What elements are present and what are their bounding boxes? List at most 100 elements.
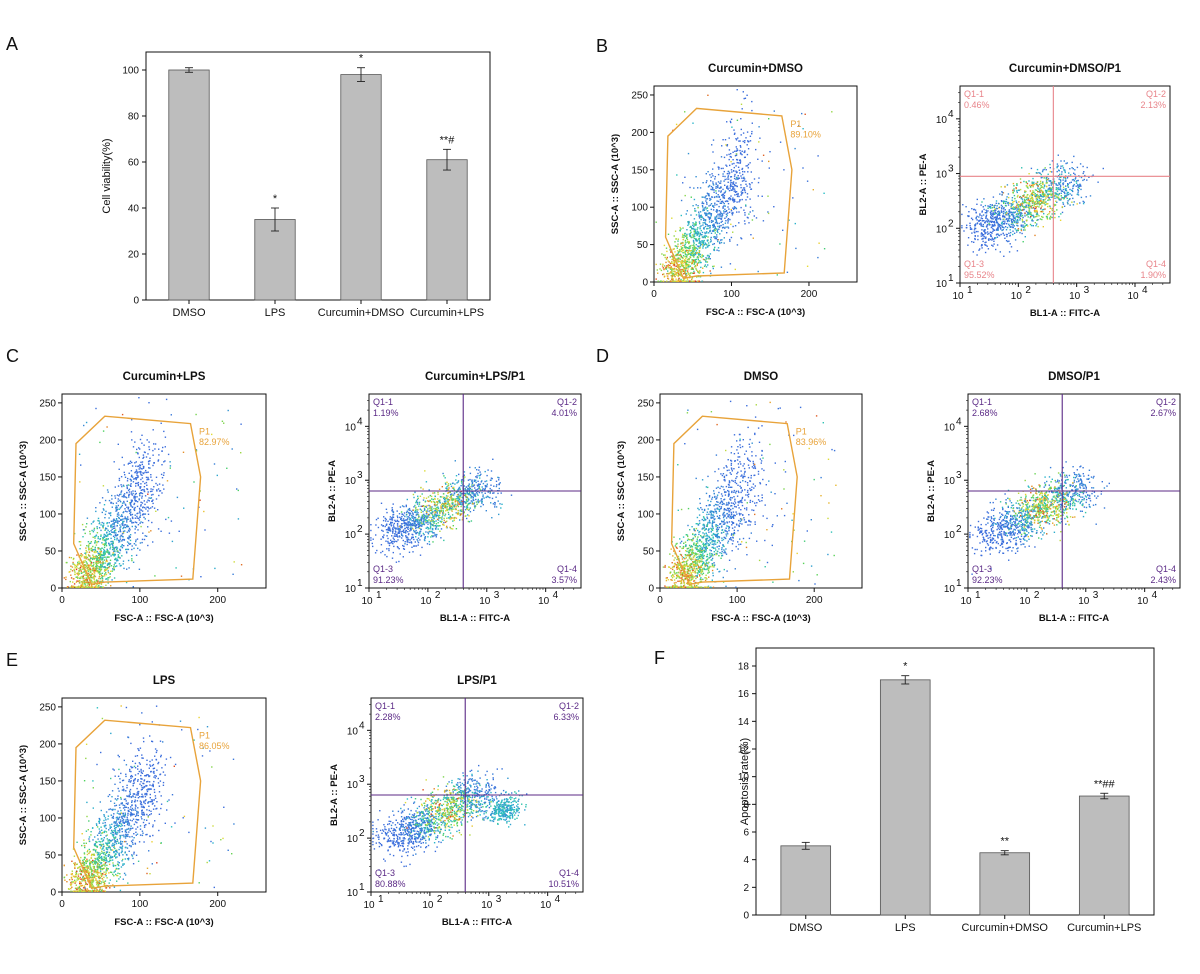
event-dot	[748, 183, 751, 185]
event-dot	[728, 158, 730, 161]
event-dot	[489, 491, 491, 493]
event-dot	[692, 260, 694, 262]
event-dot	[659, 268, 661, 270]
event-dot	[692, 224, 694, 226]
event-dot	[102, 554, 104, 557]
event-dot	[698, 217, 701, 219]
event-dot	[714, 176, 716, 178]
event-dot	[732, 207, 734, 209]
event-dot	[738, 222, 740, 224]
event-dot	[693, 256, 695, 258]
event-dot	[1043, 184, 1046, 186]
event-dot	[1070, 189, 1073, 192]
event-dot	[1028, 204, 1030, 206]
event-dot	[669, 264, 671, 267]
event-dot	[718, 215, 720, 217]
event-dot	[159, 490, 162, 492]
event-dot	[718, 210, 721, 212]
event-dot	[143, 486, 146, 488]
event-dot	[122, 563, 124, 565]
event-dot	[110, 520, 113, 522]
event-dot	[1029, 205, 1031, 207]
event-dot	[108, 499, 111, 502]
event-dot	[126, 521, 128, 523]
event-dot	[1066, 201, 1069, 204]
event-dot	[147, 513, 150, 515]
event-dot	[730, 153, 732, 155]
event-dot	[1020, 204, 1023, 206]
event-dot	[1036, 215, 1038, 218]
event-dot	[688, 253, 691, 255]
event-dot	[726, 154, 728, 156]
event-dot	[682, 249, 684, 252]
event-dot	[398, 548, 400, 550]
event-dot	[680, 275, 682, 277]
event-dot	[1045, 197, 1047, 199]
event-dot	[1039, 187, 1042, 190]
event-dot	[682, 268, 684, 271]
event-dot	[679, 230, 681, 232]
event-dot	[115, 548, 118, 550]
event-dot	[126, 500, 128, 502]
event-dot	[1031, 182, 1033, 184]
event-dot	[88, 584, 90, 586]
event-dot	[112, 568, 114, 570]
event-dot	[101, 576, 103, 579]
event-dot	[1048, 198, 1050, 201]
event-dot	[998, 224, 1001, 226]
event-dot	[79, 541, 82, 543]
event-dot	[144, 506, 146, 509]
event-dot	[155, 476, 158, 478]
event-dot	[697, 258, 699, 261]
event-dot	[736, 211, 738, 213]
event-dot	[105, 538, 107, 540]
event-dot	[195, 450, 198, 452]
event-dot	[727, 181, 729, 183]
event-dot	[679, 249, 681, 252]
event-dot	[982, 214, 985, 216]
event-dot	[149, 460, 151, 462]
event-dot	[437, 519, 440, 521]
event-dot	[985, 220, 987, 222]
event-dot	[695, 239, 697, 241]
event-dot	[114, 538, 116, 541]
event-dot	[1019, 178, 1022, 180]
event-dot	[768, 167, 770, 169]
event-dot	[114, 546, 116, 549]
event-dot	[414, 511, 416, 513]
event-dot	[113, 548, 115, 550]
y-tick-label: 0	[133, 296, 139, 307]
event-dot	[176, 496, 179, 499]
event-dot	[700, 243, 702, 246]
event-dot	[472, 498, 474, 500]
event-dot	[728, 173, 730, 175]
gate-percent: 89.10%	[790, 130, 821, 140]
event-dot	[740, 175, 742, 177]
event-dot	[695, 250, 698, 252]
event-dot	[1005, 202, 1007, 205]
event-dot	[92, 557, 94, 560]
event-dot	[106, 426, 108, 428]
event-dot	[102, 557, 104, 559]
event-dot	[736, 119, 739, 121]
event-dot	[73, 570, 76, 572]
event-dot	[702, 241, 705, 243]
event-dot	[151, 521, 153, 524]
event-dot	[681, 236, 684, 238]
event-dot	[157, 528, 160, 530]
event-dot	[492, 503, 495, 505]
event-dot	[1012, 203, 1014, 205]
event-dot	[999, 214, 1001, 217]
event-dot	[110, 555, 112, 557]
event-dot	[1010, 206, 1012, 208]
event-dot	[659, 280, 662, 282]
event-dot	[995, 248, 997, 251]
event-dot	[700, 234, 702, 236]
event-dot	[73, 568, 75, 571]
panel-label: A	[6, 34, 18, 54]
event-dot	[727, 203, 730, 205]
event-dot	[104, 562, 106, 564]
event-dot	[749, 162, 751, 164]
event-dot	[1039, 172, 1041, 174]
event-dot	[985, 244, 987, 246]
